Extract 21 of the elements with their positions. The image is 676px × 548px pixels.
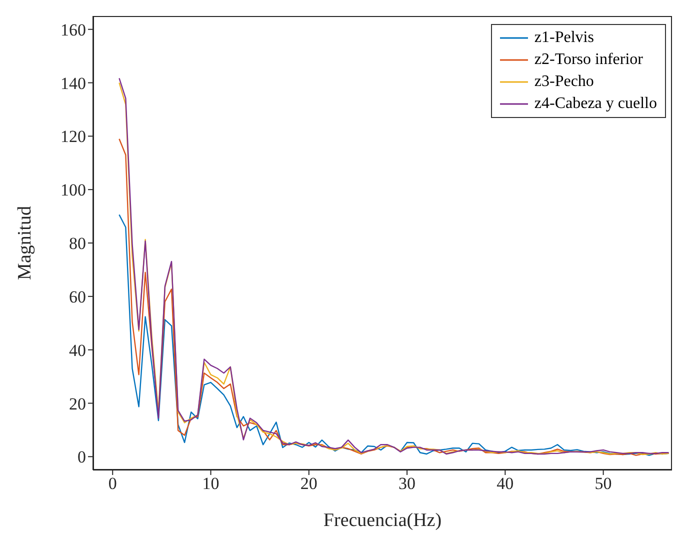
legend-label: z4-Cabeza y cuello: [534, 94, 657, 114]
x-tick-label: 40: [496, 474, 514, 494]
y-tick-label: 0: [78, 448, 86, 467]
x-tick-label: 20: [300, 474, 318, 494]
y-tick-label: 120: [60, 127, 86, 146]
y-axis-title: Magnitud: [14, 206, 36, 280]
legend-label: z3-Pecho: [534, 72, 594, 92]
x-axis-title: Frecuencia(Hz): [323, 510, 442, 531]
x-tick-label: 30: [398, 474, 416, 494]
y-tick-label: 80: [69, 234, 86, 254]
y-tick-label: 40: [69, 340, 86, 360]
y-tick-label: 160: [60, 20, 86, 40]
x-tick-label: 50: [594, 474, 612, 494]
y-tick-label: 60: [69, 287, 86, 306]
y-tick-label: 140: [60, 74, 86, 93]
legend-label: z2-Torso inferior: [534, 50, 644, 70]
y-tick-label: 100: [60, 180, 86, 200]
y-tick-label: 20: [69, 394, 86, 414]
x-tick-label: 0: [108, 474, 117, 494]
x-tick-label: 10: [202, 474, 220, 494]
legend-label: z1-Pelvis: [534, 28, 594, 48]
